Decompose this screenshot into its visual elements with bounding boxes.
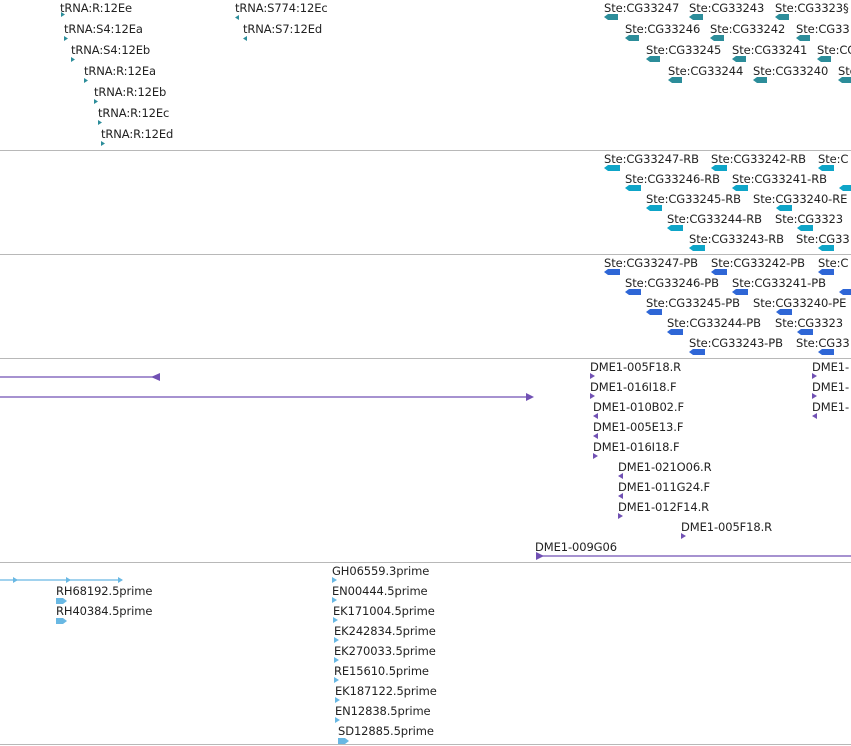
feature-label[interactable]: EK187122.5prime	[335, 684, 437, 698]
track-divider	[0, 150, 851, 151]
feature-label[interactable]: EN12838.5prime	[335, 704, 431, 718]
feature-label[interactable]: tRNA:S7:12Ed	[243, 22, 323, 36]
feature-label[interactable]: RH40384.5prime	[56, 604, 153, 618]
feature-label[interactable]: Ste:C	[818, 152, 849, 166]
feature-label[interactable]: Ste:CG3323§	[775, 1, 849, 15]
clone-glyphs[interactable]	[0, 359, 851, 562]
feature-label[interactable]: DME1-005F18.R	[681, 520, 773, 534]
feature-label[interactable]: tRNA:R:12Ee	[60, 1, 133, 15]
feature-label[interactable]: Ste:CG33247	[604, 1, 680, 15]
feature-label[interactable]: Ste:CG33245-PB	[646, 296, 740, 310]
feature-label[interactable]: Ste:CG33	[796, 336, 850, 350]
feature-label[interactable]: Ste:CG33246	[625, 22, 701, 36]
feature-label[interactable]: Ste:CG33245-RB	[646, 192, 741, 206]
feature-label[interactable]: EK270033.5prime	[334, 644, 436, 658]
transcript-track: Ste:CG33247-RB Ste:CG33242-RB Ste:C Ste:…	[0, 151, 851, 254]
feature-label[interactable]: EN00444.5prime	[332, 584, 428, 598]
feature-label[interactable]: DME1-012F14.R	[618, 500, 710, 514]
feature-label[interactable]: Ste:CG33243-PB	[689, 336, 783, 350]
feature-label[interactable]: Ste:CG3	[817, 43, 851, 57]
feature-label[interactable]: DME1-	[812, 400, 850, 414]
trna-glyphs[interactable]	[0, 0, 851, 150]
feature-label[interactable]: Ste:CG33244-PB	[667, 316, 761, 330]
track-divider	[0, 562, 851, 563]
feature-label[interactable]: Ste:CG33	[796, 232, 850, 246]
feature-label[interactable]: RE15610.5prime	[334, 664, 429, 678]
track-divider	[0, 744, 851, 745]
feature-label[interactable]: Ste:CG33246-RB	[625, 172, 720, 186]
feature-label[interactable]: Ste:CG33242	[710, 22, 786, 36]
feature-label[interactable]: DME1-005E13.F	[593, 420, 684, 434]
feature-label[interactable]: DME1-016I18.F	[593, 440, 680, 454]
est-track: RH68192.5prime RH40384.5prime GH06559.3p…	[0, 563, 851, 746]
feature-label[interactable]: Ste:CG33241-RB	[732, 172, 827, 186]
feature-label[interactable]: Ste:CG33244-RB	[667, 212, 762, 226]
feature-label[interactable]: GH06559.3prime	[332, 564, 430, 578]
feature-label[interactable]: Ste:CG33247-PB	[604, 256, 698, 270]
feature-label[interactable]: DME1-009G06	[535, 540, 617, 554]
clone-track: DME1-005F18.R DME1-016I18.F DME1-010B02.…	[0, 359, 851, 562]
feature-label[interactable]: DME1-010B02.F	[593, 400, 684, 414]
gene-glyphs[interactable]	[0, 0, 851, 150]
feature-label[interactable]: Ste:CG33243-RB	[689, 232, 784, 246]
feature-label[interactable]: Ste:CG33240-RE	[753, 192, 848, 206]
feature-label[interactable]: Ste:CG33241	[732, 43, 808, 57]
feature-label[interactable]: EK171004.5prime	[333, 604, 435, 618]
feature-label[interactable]: tRNA:S4:12Eb	[71, 43, 151, 57]
feature-label[interactable]: Ste:CG33246-PB	[625, 276, 719, 290]
feature-label[interactable]: Ste:CG33247-RB	[604, 152, 699, 166]
feature-label[interactable]: Ste:CG33240-PE	[753, 296, 847, 310]
protein-glyphs[interactable]	[0, 255, 851, 358]
feature-label[interactable]: tRNA:S774:12Ec	[235, 1, 328, 15]
feature-label[interactable]: DME1-011G24.F	[618, 480, 710, 494]
feature-label[interactable]: Ste:CG33244	[668, 64, 744, 78]
feature-label[interactable]: tRNA:S4:12Ea	[64, 22, 143, 36]
feature-label[interactable]: RH68192.5prime	[56, 584, 153, 598]
protein-track: Ste:CG33247-PB Ste:CG33242-PB Ste:C Ste:…	[0, 255, 851, 358]
trna-gene-track: tRNA:R:12Ee tRNA:S4:12Ea tRNA:S4:12Eb tR…	[0, 0, 851, 150]
track-divider	[0, 254, 851, 255]
feature-label[interactable]: SD12885.5prime	[338, 724, 434, 738]
feature-label[interactable]: Ste:CG3323	[775, 212, 843, 226]
feature-label[interactable]: Ste:CG33245	[646, 43, 722, 57]
feature-label[interactable]: Ste:CG3323	[775, 316, 843, 330]
feature-label[interactable]: DME1-021O06.R	[618, 460, 712, 474]
feature-label[interactable]: Ste:CG33242-RB	[711, 152, 806, 166]
feature-label[interactable]: Ste:CG33	[796, 22, 850, 36]
feature-label[interactable]: DME1-016I18.F	[590, 380, 677, 394]
feature-label[interactable]: EK242834.5prime	[334, 624, 436, 638]
feature-label[interactable]: DME1-	[812, 380, 850, 394]
feature-label[interactable]: DME1-005F18.R	[590, 360, 682, 374]
feature-label[interactable]: Ste:CG33240	[753, 64, 829, 78]
feature-label[interactable]: tRNA:R:12Eb	[94, 85, 167, 99]
feature-label[interactable]: tRNA:R:12Ec	[98, 106, 170, 120]
feature-label[interactable]: Ste:C	[838, 64, 851, 78]
feature-label[interactable]: tRNA:R:12Ea	[84, 64, 156, 78]
feature-label[interactable]: Ste:C	[818, 256, 849, 270]
feature-label[interactable]: DME1-	[812, 360, 850, 374]
transcript-glyphs[interactable]	[0, 151, 851, 254]
feature-label[interactable]: tRNA:R:12Ed	[101, 127, 174, 141]
track-divider	[0, 358, 851, 359]
est-glyphs[interactable]	[0, 563, 851, 746]
feature-label[interactable]: Ste:CG33242-PB	[711, 256, 805, 270]
feature-label[interactable]: Ste:CG33241-PB	[732, 276, 826, 290]
feature-label[interactable]: Ste:CG33243	[689, 1, 765, 15]
